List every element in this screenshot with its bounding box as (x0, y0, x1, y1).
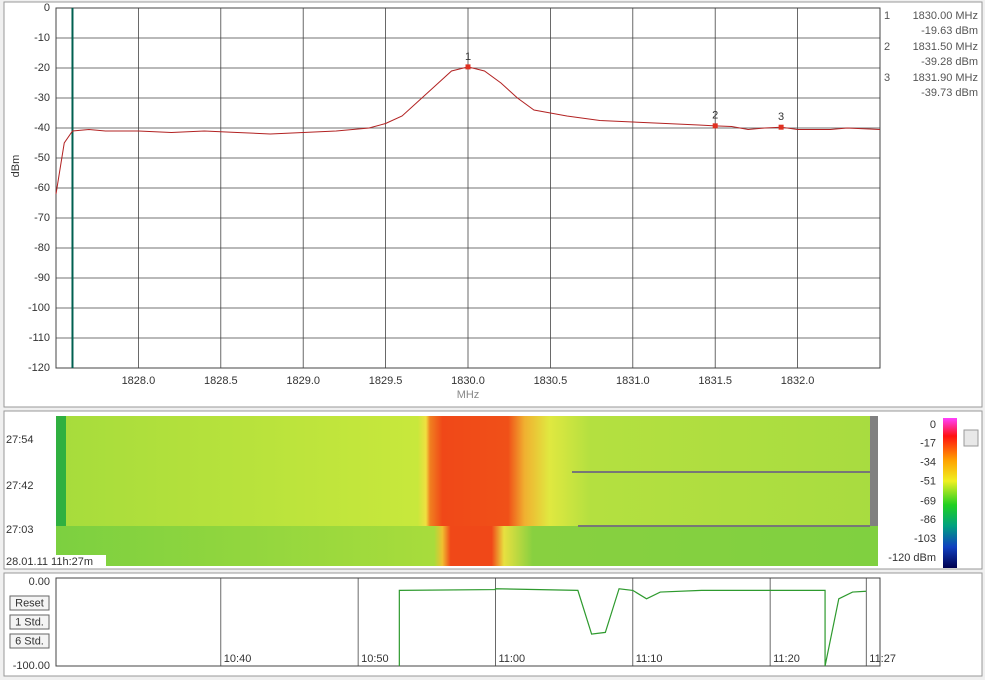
marker-table-freq: 1831.50 MHz (913, 41, 978, 53)
x-tick-label: 1831.5 (698, 375, 732, 387)
marker-table-index: 3 (884, 72, 890, 84)
colorbar-label: -103 (914, 533, 936, 545)
x-tick-label: 11:10 (636, 653, 663, 665)
y-tick-label: -50 (34, 152, 50, 164)
y-tick-label: 0 (44, 2, 50, 14)
colorbar-label: 0 (930, 419, 936, 431)
x-tick-label: 1831.0 (616, 375, 650, 387)
timestamp-bg (5, 555, 106, 568)
x-tick-label: 1828.0 (122, 375, 156, 387)
colorbar (943, 418, 957, 568)
marker-table-level: -39.28 dBm (921, 56, 978, 68)
x-tick-label: 11:20 (773, 653, 800, 665)
colorbar-label: -69 (920, 495, 936, 507)
trace (55, 66, 881, 195)
button-label[interactable]: Reset (15, 597, 44, 609)
marker (712, 123, 718, 129)
marker-table-index: 1 (884, 10, 890, 22)
y-tick-label: -70 (34, 212, 50, 224)
colorbar-label: -120 dBm (888, 552, 936, 564)
scrollbar[interactable] (963, 429, 979, 447)
waterfall-image (56, 526, 878, 566)
marker-table-freq: 1830.00 MHz (913, 10, 978, 22)
y-tick-label: 0.00 (29, 576, 50, 588)
y-tick-label: -30 (34, 92, 50, 104)
x-tick-label: 1829.0 (286, 375, 320, 387)
marker (778, 124, 784, 130)
y-tick-label: -110 (29, 332, 50, 344)
strip-frame (55, 577, 881, 667)
y-tick-label: -90 (34, 272, 50, 284)
colorbar-label: -51 (920, 475, 936, 487)
y-tick-label: -100 (28, 302, 50, 314)
colorbar-label: -86 (920, 514, 936, 526)
spectrum-panel (3, 1, 983, 408)
y-tick-label: -80 (34, 242, 50, 254)
marker-label: 1 (465, 51, 471, 63)
x-tick-label: 1828.5 (204, 375, 238, 387)
y-tick-label: -60 (34, 182, 50, 194)
marker-label: 3 (778, 111, 784, 123)
time-label: 27:54 (6, 434, 34, 446)
x-axis-label: MHz (457, 389, 480, 401)
x-tick-label: 11:27 (869, 653, 896, 665)
strip-panel (3, 572, 983, 677)
y-axis-label: dBm (10, 155, 22, 178)
x-tick-label: 1830.0 (451, 375, 485, 387)
strip-trace (398, 588, 867, 667)
x-tick-label: 11:00 (498, 653, 525, 665)
button[interactable] (9, 595, 50, 611)
time-label: 27:42 (6, 480, 34, 492)
waterfall-edge (56, 416, 66, 526)
x-tick-label: 1829.5 (369, 375, 403, 387)
y-tick-label: -100.00 (13, 660, 50, 672)
marker-table-level: -19.63 dBm (921, 25, 978, 37)
marker (465, 64, 471, 70)
y-tick-label: -20 (34, 62, 50, 74)
button[interactable] (9, 614, 50, 630)
time-label: 27:03 (6, 524, 34, 536)
marker-table-freq: 1831.90 MHz (913, 72, 978, 84)
timestamp: 28.01.11 11h:27m (6, 556, 93, 568)
x-tick-label: 10:40 (224, 653, 252, 665)
marker-table-index: 2 (884, 41, 890, 53)
button-label[interactable]: 1 Std. (15, 616, 44, 628)
y-tick-label: -10 (34, 32, 50, 44)
marker-label: 2 (712, 110, 718, 122)
x-tick-label: 1832.0 (781, 375, 815, 387)
button-label[interactable]: 6 Std. (15, 635, 44, 647)
marker-table-level: -39.73 dBm (921, 87, 978, 99)
x-tick-label: 10:50 (361, 653, 389, 665)
x-tick-label: 1830.5 (534, 375, 568, 387)
y-tick-label: -40 (34, 122, 50, 134)
waterfall-edge (870, 416, 878, 526)
colorbar-label: -34 (920, 457, 936, 469)
y-tick-label: -120 (28, 362, 50, 374)
button[interactable] (9, 633, 50, 649)
colorbar-label: -17 (920, 438, 936, 450)
